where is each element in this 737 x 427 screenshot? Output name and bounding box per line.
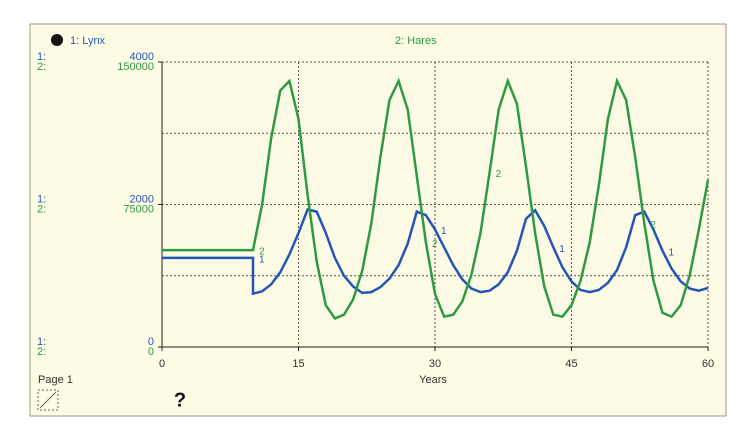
graph-icon[interactable] (51, 34, 63, 46)
page-label[interactable]: Page 1 (38, 374, 73, 386)
line-marker: 1 (259, 255, 265, 266)
series-line (162, 77, 710, 321)
line-marker: 2 (496, 169, 502, 180)
panel (29, 23, 727, 417)
line-marker: 2 (259, 247, 265, 258)
series-line (162, 208, 709, 296)
axis-prefix: 2: (37, 61, 46, 73)
line-marker: 2 (650, 220, 656, 231)
y-tick-label: 2000 (130, 193, 154, 205)
x-tick-label: 15 (292, 358, 304, 370)
line-marker: 1 (669, 247, 675, 258)
x-axis-label: Years (419, 374, 447, 386)
x-tick-label: 45 (565, 358, 577, 370)
line-marker: 1 (441, 226, 447, 237)
x-tick-label: 0 (159, 358, 165, 370)
axis-prefix: 1: (37, 51, 46, 63)
y-tick-label: 4000 (130, 51, 154, 63)
legend-entry: 2: Hares (395, 35, 437, 47)
axis-prefix: 2: (37, 203, 46, 215)
axis-prefix: 1: (37, 336, 46, 348)
y2-tick-label: 75000 (123, 203, 154, 215)
y-tick-label: 0 (148, 336, 154, 348)
help-button[interactable]: ? (174, 389, 186, 411)
axis-prefix: 1: (37, 193, 46, 205)
y2-tick-label: 150000 (117, 61, 154, 73)
x-tick-label: 60 (702, 358, 714, 370)
legend-entry: 1: Lynx (70, 35, 106, 47)
line-marker: 2 (432, 239, 438, 250)
y2-tick-label: 0 (148, 346, 154, 358)
line-marker: 1 (559, 244, 565, 255)
x-tick-label: 30 (429, 358, 441, 370)
pin-icon[interactable] (37, 389, 59, 411)
axis-prefix: 2: (37, 346, 46, 358)
pin-icon-line (39, 391, 57, 409)
